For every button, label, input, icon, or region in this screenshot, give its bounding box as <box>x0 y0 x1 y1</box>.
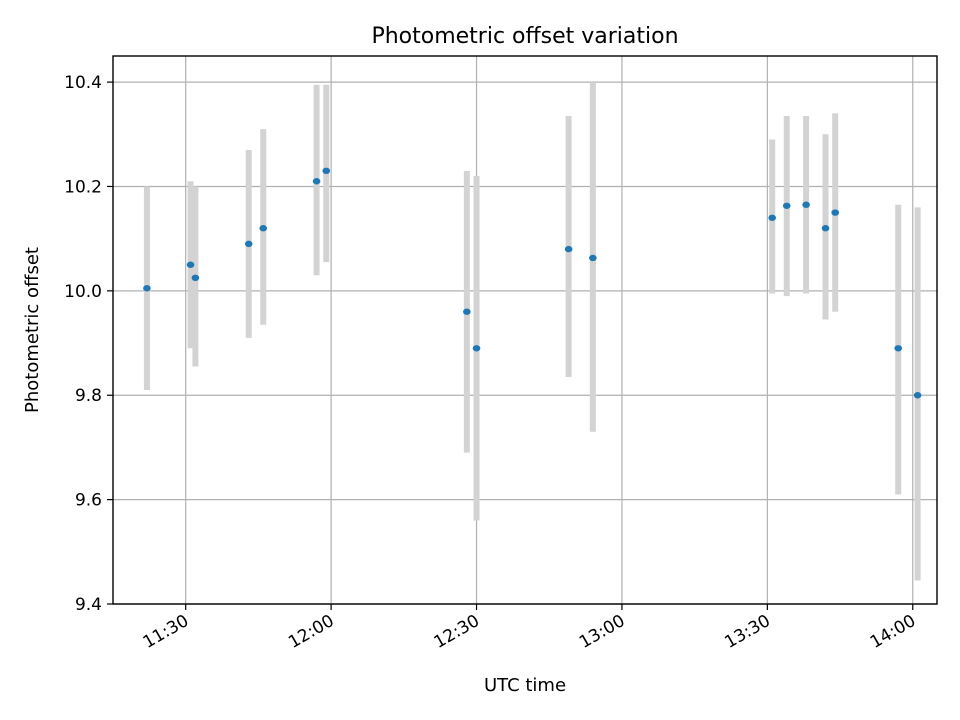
data-point <box>913 392 922 399</box>
x-axis-label: UTC time <box>484 675 566 696</box>
data-point <box>322 167 331 175</box>
x-tick-label: 13:30 <box>721 611 773 653</box>
y-tick-label: 10.4 <box>64 73 102 93</box>
data-point <box>312 178 321 185</box>
data-point <box>259 225 268 232</box>
data-point <box>463 308 471 315</box>
data-point <box>191 274 200 282</box>
data-point <box>894 345 903 352</box>
x-tick-label: 11:30 <box>140 611 192 653</box>
data-point <box>472 345 481 352</box>
x-tick-label: 12:00 <box>285 611 337 653</box>
data-point <box>802 201 810 208</box>
y-tick-label: 9.8 <box>75 386 102 406</box>
chart-title: Photometric offset variation <box>371 24 678 49</box>
y-tick-label: 9.6 <box>75 491 102 511</box>
data-point <box>821 225 830 232</box>
data-point <box>143 285 151 292</box>
data-point <box>589 254 597 262</box>
plot-frame <box>112 55 938 605</box>
data-point <box>564 245 573 253</box>
data-point <box>768 214 776 221</box>
x-tick-label: 13:00 <box>576 611 628 653</box>
data-point <box>244 240 253 248</box>
x-tick-label: 12:30 <box>431 611 483 653</box>
data-points <box>143 167 922 399</box>
grid <box>113 56 937 605</box>
data-point <box>782 202 791 209</box>
data-point <box>831 209 840 216</box>
y-axis-label: Photometric offset <box>22 247 43 413</box>
y-tick-label: 10.0 <box>64 282 102 302</box>
error-bars <box>143 82 921 581</box>
data-point <box>186 261 195 268</box>
x-tick-label: 14:00 <box>867 611 919 653</box>
y-tick-label: 10.2 <box>64 177 102 197</box>
y-tick-label: 9.4 <box>75 595 102 615</box>
